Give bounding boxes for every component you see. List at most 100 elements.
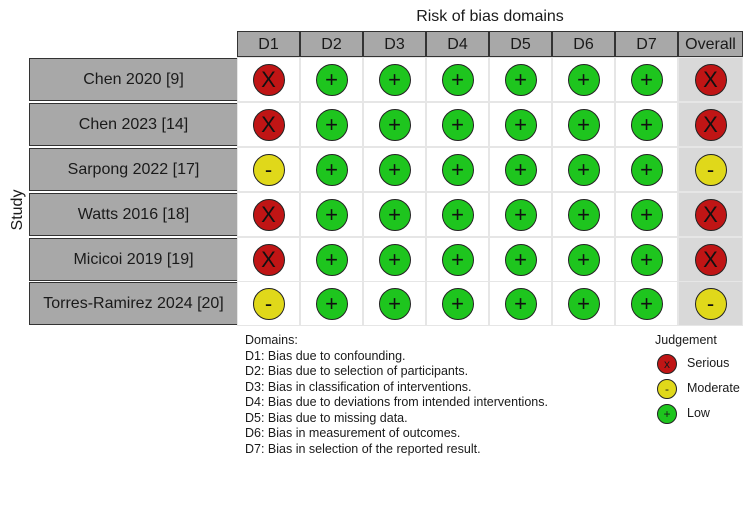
moderate-judgement-icon: -	[252, 153, 285, 186]
judgement-cell: X	[237, 192, 300, 237]
judgement-cell: +	[489, 281, 552, 326]
low-judgement-icon: +	[378, 108, 411, 141]
low-judgement-icon: +	[630, 243, 663, 276]
low-judgement-icon: +	[567, 287, 600, 320]
judgement-cell: +	[489, 57, 552, 102]
judgement-cell: X	[237, 57, 300, 102]
judgement-cell: +	[426, 192, 489, 237]
judgement-legend-title: Judgement	[655, 333, 717, 347]
low-judgement-icon: +	[315, 63, 348, 96]
judgement-cell: -	[237, 281, 300, 326]
low-judgement-icon: +	[378, 63, 411, 96]
low-judgement-icon: +	[567, 108, 600, 141]
judgement-cell: +	[426, 57, 489, 102]
low-judgement-icon: +	[504, 287, 537, 320]
domain-description: D1: Bias due to confounding.	[245, 348, 406, 363]
judgement-cell: +	[300, 281, 363, 326]
judgement-cell: +	[615, 147, 678, 192]
serious-judgement-icon: X	[694, 108, 727, 141]
judgement-cell: +	[489, 237, 552, 282]
study-label: Watts 2016 [18]	[29, 193, 238, 236]
low-legend-icon: +	[657, 404, 677, 424]
judgement-cell: +	[426, 102, 489, 147]
serious-judgement-icon: X	[694, 243, 727, 276]
study-label: Micicoi 2019 [19]	[29, 238, 238, 281]
low-judgement-icon: +	[630, 287, 663, 320]
low-judgement-icon: +	[441, 243, 474, 276]
judgement-cell: +	[363, 237, 426, 282]
domain-description: D5: Bias due to missing data.	[245, 410, 408, 425]
serious-judgement-icon: X	[252, 198, 285, 231]
column-header-d6: D6	[552, 31, 615, 57]
low-judgement-icon: +	[378, 198, 411, 231]
judgement-cell: +	[363, 281, 426, 326]
judgement-cell: +	[489, 102, 552, 147]
low-judgement-icon: +	[315, 287, 348, 320]
study-label: Chen 2020 [9]	[29, 58, 238, 101]
low-judgement-icon: +	[378, 243, 411, 276]
low-judgement-icon: +	[567, 198, 600, 231]
serious-judgement-icon: X	[252, 108, 285, 141]
low-judgement-icon: +	[441, 153, 474, 186]
judgement-cell: +	[426, 281, 489, 326]
judgement-cell: X	[237, 237, 300, 282]
judgement-cell: +	[363, 147, 426, 192]
study-label: Sarpong 2022 [17]	[29, 148, 238, 191]
serious-legend-icon: x	[657, 354, 677, 374]
domain-description: D2: Bias due to selection of participant…	[245, 364, 469, 378]
serious-judgement-icon: X	[252, 63, 285, 96]
low-judgement-icon: +	[567, 63, 600, 96]
serious-judgement-icon: X	[694, 198, 727, 231]
domain-description: D4: Bias due to deviations from intended…	[245, 395, 548, 409]
low-judgement-icon: +	[441, 198, 474, 231]
judgement-cell: +	[552, 57, 615, 102]
judgement-cell: +	[300, 237, 363, 282]
low-judgement-icon: +	[630, 63, 663, 96]
judgement-cell: X	[678, 102, 743, 147]
low-judgement-icon: +	[441, 287, 474, 320]
column-header-d5: D5	[489, 31, 552, 57]
column-header-d3: D3	[363, 31, 426, 57]
judgement-cell: +	[300, 192, 363, 237]
judgement-cell: +	[300, 147, 363, 192]
judgement-cell: +	[300, 57, 363, 102]
low-judgement-icon: +	[504, 108, 537, 141]
judgement-cell: -	[237, 147, 300, 192]
low-judgement-icon: +	[378, 153, 411, 186]
legend-label: Moderate	[687, 381, 740, 395]
judgement-cell: +	[615, 281, 678, 326]
moderate-judgement-icon: -	[694, 153, 727, 186]
moderate-legend-icon: -	[657, 379, 677, 399]
domain-description: D3: Bias in classification of interventi…	[245, 379, 472, 394]
judgement-cell: X	[678, 192, 743, 237]
judgement-cell: +	[552, 237, 615, 282]
domain-description: D6: Bias in measurement of outcomes.	[245, 426, 461, 440]
domains-legend: Domains: D1: Bias due to confounding. D2:…	[245, 333, 548, 457]
low-judgement-icon: +	[567, 243, 600, 276]
judgement-cell: -	[678, 147, 743, 192]
low-judgement-icon: +	[630, 198, 663, 231]
low-judgement-icon: +	[504, 243, 537, 276]
domains-heading: Domains:	[245, 333, 298, 347]
judgement-cell: +	[552, 147, 615, 192]
judgement-cell: +	[426, 237, 489, 282]
judgement-cell: X	[678, 237, 743, 282]
judgement-cell: +	[426, 147, 489, 192]
domain-description: D7: Bias in selection of the reported re…	[245, 441, 481, 456]
legend-label: Low	[687, 406, 710, 420]
judgement-cell: +	[615, 102, 678, 147]
low-judgement-icon: +	[630, 108, 663, 141]
column-header-d4: D4	[426, 31, 489, 57]
low-judgement-icon: +	[504, 63, 537, 96]
moderate-judgement-icon: -	[252, 287, 285, 320]
low-judgement-icon: +	[441, 108, 474, 141]
judgement-cell: X	[237, 102, 300, 147]
low-judgement-icon: +	[315, 198, 348, 231]
judgement-cell: X	[678, 57, 743, 102]
low-judgement-icon: +	[315, 153, 348, 186]
legend-label: Serious	[687, 356, 730, 370]
judgement-cell: +	[552, 102, 615, 147]
column-header-overall: Overall	[678, 31, 743, 57]
serious-judgement-icon: X	[694, 63, 727, 96]
study-label: Chen 2023 [14]	[29, 103, 238, 146]
